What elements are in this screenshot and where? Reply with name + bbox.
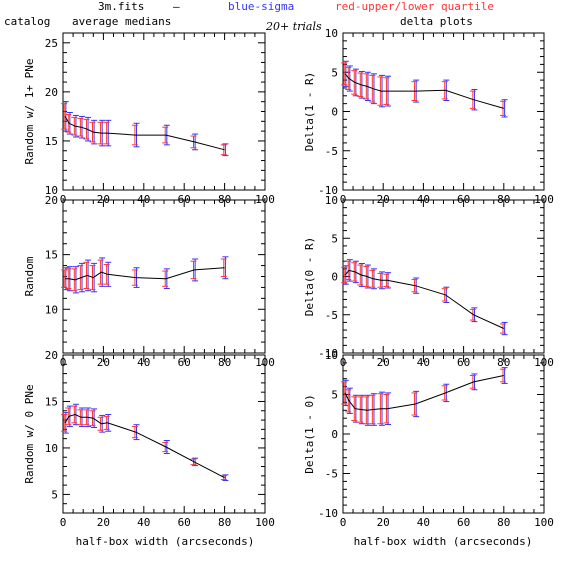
y-tick-label: 10 [45,442,58,455]
x-tick-label: 60 [457,356,470,369]
y-axis-label: Delta(1 - 0) [303,394,316,473]
left-column-title: catalog [4,15,50,28]
x-tick-label: 80 [497,356,510,369]
header-blue-sigma: blue-sigma [228,0,294,13]
x-axis-label-right: half-box width (arcseconds) [354,535,533,548]
y-tick-label: 10 [45,303,58,316]
x-tick-label: 80 [218,516,231,529]
x-tick-label: 0 [60,516,67,529]
x-tick-label: 20 [97,516,110,529]
median-line [344,375,504,411]
plot-frame [342,32,545,191]
y-tick-label: -5 [325,468,338,481]
y-axis-label: Random [23,256,36,296]
y-tick-label: 0 [331,428,338,441]
y-axis-label: Random w/ 0 PNe [23,384,36,483]
x-tick-label: 40 [137,516,150,529]
y-tick-label: 10 [45,184,58,197]
panel-delta-1-minus-0: 0 20 40 60 80 100 -10 -5 0 5 10 Delta(1 - 0) [303,349,554,529]
y-tick-label: 20 [45,349,58,362]
y-tick-label: -5 [325,145,338,158]
x-tick-label: 40 [417,516,430,529]
y-tick-label: -5 [325,309,338,322]
x-tick-label: 60 [178,516,191,529]
y-tick-label: 15 [45,135,58,148]
median-line [344,73,504,109]
y-tick-label: 0 [331,271,338,284]
y-tick-label: 15 [45,249,58,262]
y-tick-label: 15 [45,395,58,408]
x-tick-label: 40 [417,356,430,369]
y-axis-label: Delta(1 - R) [303,72,316,151]
plot-frame [62,199,266,354]
y-tick-label: 5 [331,232,338,245]
median-line [64,413,225,479]
y-tick-label: 10 [325,27,338,40]
panel-random-0-pne: 0 20 40 60 80 100 5 10 15 20 Random w/ 0 PNe [23,349,275,529]
x-tick-label: 40 [137,356,150,369]
y-tick-label: 20 [45,86,58,99]
y-tick-label: 5 [331,66,338,79]
x-axis-label-left: half-box width (arcseconds) [76,535,255,548]
x-tick-label: 0 [340,516,347,529]
header-red-quartile: red-upper/lower quartile [335,0,494,13]
x-tick-label: 80 [218,356,231,369]
x-tick-label: 60 [457,516,470,529]
plot-frame [342,354,545,514]
x-tick-label: 20 [97,356,110,369]
y-tick-label: -10 [318,184,338,197]
left-column-subtitle: average medians [72,15,171,28]
y-tick-label: 5 [331,389,338,402]
y-tick-label: 25 [45,37,58,50]
right-column-title: delta plots [400,15,473,28]
median-line [344,269,505,329]
y-tick-label: 10 [325,349,338,362]
y-tick-label: 10 [325,194,338,207]
x-tick-label: 60 [178,356,191,369]
y-tick-label: 20 [45,194,58,207]
y-tick-label: -10 [318,347,338,360]
plot-frame [62,32,266,191]
header-filename: 3m.fits [98,0,144,13]
plot-frame [62,354,266,514]
x-tick-label: 80 [497,516,510,529]
median-line [65,267,225,281]
x-tick-label: 100 [534,516,554,529]
x-tick-label: 20 [377,516,390,529]
y-axis-label: Random w/ 1+ PNe [23,59,36,165]
median-line [64,116,225,151]
y-tick-label: -10 [318,507,338,520]
y-tick-label: 5 [51,488,58,501]
header-dash: – [173,0,180,13]
trials-note: 20+ trials [265,20,322,33]
x-tick-label: 20 [377,356,390,369]
y-tick-label: 0 [331,106,338,119]
plot-frame [342,199,545,354]
y-axis-label: Delta(0 - R) [303,237,316,316]
x-tick-label: 100 [255,516,275,529]
panel-random-1plus-pne: 02040608010010152025Random w/ 1+ PNe [23,32,275,206]
